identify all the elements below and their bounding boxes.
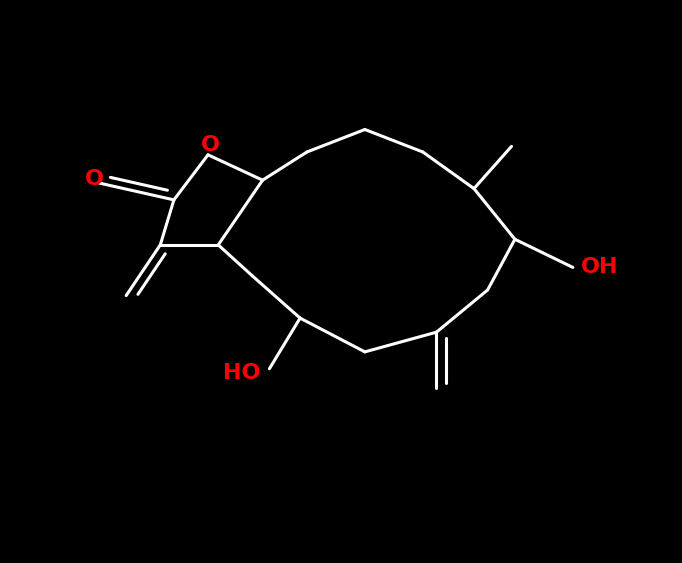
Text: O: O <box>201 135 220 155</box>
Text: O: O <box>85 169 104 189</box>
Text: HO: HO <box>223 363 261 383</box>
Text: OH: OH <box>581 257 619 278</box>
